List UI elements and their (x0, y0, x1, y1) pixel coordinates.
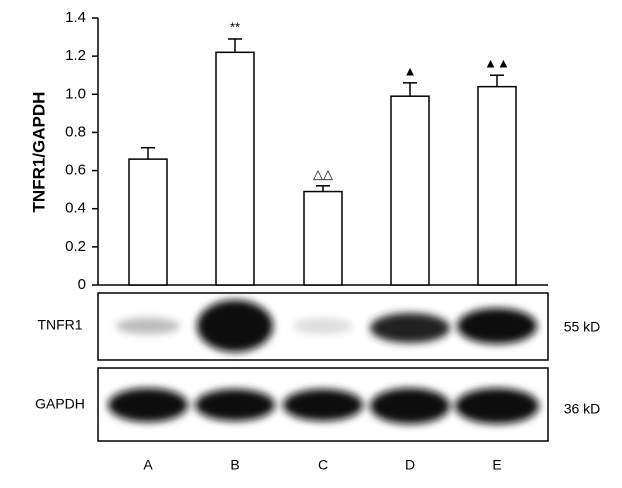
x-tick-label: E (492, 457, 501, 473)
y-tick-label: 0.2 (65, 238, 86, 255)
band (108, 388, 188, 422)
bar (215, 51, 255, 286)
bar (303, 190, 343, 286)
y-tick-label: 1.2 (65, 47, 86, 64)
bar (390, 95, 430, 286)
band (455, 388, 539, 424)
y-tick-label: 1.4 (65, 9, 86, 26)
blot-bands (108, 300, 539, 424)
band (457, 308, 537, 344)
blot-label: GAPDH (35, 396, 85, 412)
blot-size: 55 kD (564, 319, 601, 335)
band (116, 318, 180, 334)
y-tick-label: 1.0 (65, 85, 86, 102)
error-bar (228, 38, 242, 53)
blot-label: TNFR1 (37, 317, 82, 333)
significance-mark: ▲ (404, 63, 417, 78)
error-bar (141, 146, 155, 160)
band (195, 389, 275, 421)
x-tick-label: B (230, 457, 239, 473)
x-tick-label: C (318, 457, 328, 473)
bar (477, 85, 517, 286)
error-bar (316, 185, 330, 192)
band (370, 313, 450, 343)
blot-size: 36 kD (564, 401, 601, 417)
band (293, 318, 353, 334)
band (283, 389, 363, 421)
significance-mark: △△ (313, 166, 333, 181)
y-tick-label: 0.6 (65, 162, 86, 179)
y-tick-label: 0.4 (65, 200, 86, 217)
x-tick-label: A (143, 457, 153, 473)
band (197, 300, 273, 352)
y-axis-label: TNFR1/GAPDH (29, 92, 48, 213)
error-bar (490, 74, 504, 87)
x-tick-label: D (405, 457, 415, 473)
bar (128, 158, 168, 286)
y-tick-label: 0.8 (65, 123, 86, 140)
y-tick-label: 0 (78, 276, 86, 293)
band (370, 388, 450, 424)
error-bar (403, 82, 417, 97)
significance-mark: ** (230, 19, 240, 34)
significance-mark: ▲▲ (484, 56, 510, 71)
